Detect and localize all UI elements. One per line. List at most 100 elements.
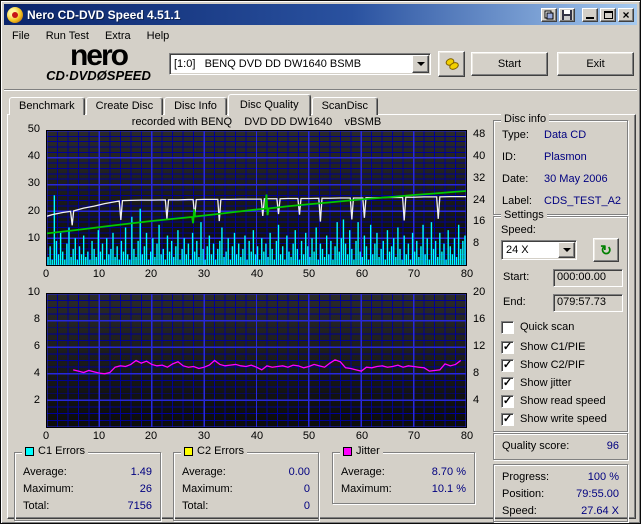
axis-tick-label: 24 bbox=[473, 194, 486, 206]
tab-disc-quality[interactable]: Disc Quality bbox=[227, 94, 311, 116]
checkbox-show-write-speed[interactable]: ✓ Show write speed bbox=[501, 412, 607, 426]
axis-tick-label: 8 bbox=[473, 237, 480, 249]
app-icon bbox=[7, 6, 23, 23]
refresh-button[interactable]: ↻ bbox=[593, 238, 619, 262]
drive-select-value: [1:0] BENQ DVD DD DW1640 BSMB bbox=[174, 58, 362, 70]
minimize-button[interactable] bbox=[582, 7, 598, 22]
speed-result-value: 27.64 X bbox=[581, 505, 619, 517]
copy-icon bbox=[544, 10, 554, 19]
maximize-button[interactable] bbox=[600, 7, 616, 22]
c2-total-label: Total: bbox=[182, 500, 209, 512]
c1-errors-box: C1 Errors Average: 1.49 Maximum: 26 Total:… bbox=[14, 445, 161, 521]
checkbox-show-jitter[interactable]: ✓ Show jitter bbox=[501, 376, 571, 390]
axis-tick-label: 60 bbox=[355, 430, 369, 442]
c1-chart-x-axis: 0 10 20 30 40 50 60 70 80 bbox=[43, 268, 473, 282]
disc-info-legend: Disc info bbox=[501, 113, 550, 125]
exit-button-label: Exit bbox=[586, 58, 605, 70]
axis-tick-label: 40 bbox=[27, 150, 40, 162]
close-button[interactable]: × bbox=[618, 7, 634, 22]
nero-logo: nero CD·DVDØSPEED bbox=[31, 41, 166, 84]
c2-maximum-value: 0 bbox=[303, 483, 310, 495]
c2-average-value: 0.00 bbox=[288, 466, 310, 478]
axis-tick-label: 30 bbox=[27, 177, 40, 189]
axis-tick-label: 16 bbox=[473, 313, 486, 325]
menu-run-test[interactable]: Run Test bbox=[45, 29, 89, 42]
speed-result-label: Speed: bbox=[502, 505, 537, 517]
axis-tick-label: 6 bbox=[33, 340, 40, 352]
quality-score-label: Quality score: bbox=[502, 440, 570, 452]
copy-to-clipboard-button[interactable] bbox=[541, 7, 557, 22]
tab-benchmark[interactable]: Benchmark bbox=[9, 97, 85, 115]
scan-end-label: End: bbox=[503, 296, 526, 308]
axis-tick-label: 20 bbox=[27, 205, 40, 217]
minimize-icon bbox=[586, 17, 594, 19]
jitter-legend: Jitter bbox=[340, 445, 383, 457]
disc-type-value: Data CD bbox=[544, 129, 587, 141]
show-read-speed-checkbox[interactable]: ✓ bbox=[501, 394, 514, 408]
recorded-with-label: recorded with BENQ DVD DD DW1640 vBSMB bbox=[131, 116, 382, 128]
c1-average-label: Average: bbox=[23, 466, 67, 478]
axis-tick-label: 80 bbox=[460, 430, 474, 442]
show-c2-checkbox[interactable]: ✓ bbox=[501, 358, 514, 372]
menu-file[interactable]: File bbox=[12, 29, 30, 42]
scan-start-field[interactable]: 000:00.00 bbox=[553, 269, 623, 287]
scan-end-field[interactable]: 079:57.73 bbox=[553, 294, 623, 312]
speed-label: Speed: bbox=[501, 224, 536, 236]
checkbox-show-c2[interactable]: ✓ Show C2/PIF bbox=[501, 358, 585, 372]
progress-box: Progress: 100 % Position: 79:55.00 Speed: 2… bbox=[493, 464, 628, 522]
show-c2-label: Show C2/PIF bbox=[520, 359, 585, 371]
window-title: Nero CD-DVD Speed 4.51.1 bbox=[27, 7, 181, 22]
checkbox-show-c1[interactable]: ✓ Show C1/PIE bbox=[501, 340, 585, 354]
axis-tick-label: 20 bbox=[144, 268, 158, 280]
menu-extra[interactable]: Extra bbox=[104, 29, 131, 42]
speed-select[interactable]: 24 X bbox=[501, 240, 577, 260]
speed-select-value: 24 X bbox=[506, 244, 529, 256]
show-jitter-checkbox[interactable]: ✓ bbox=[501, 376, 514, 390]
axis-tick-label: 12 bbox=[473, 340, 486, 352]
tab-disc-info[interactable]: Disc Info bbox=[164, 97, 227, 115]
axis-tick-label: 40 bbox=[250, 430, 264, 442]
menu-help[interactable]: Help bbox=[146, 29, 170, 42]
axis-tick-label: 0 bbox=[42, 430, 50, 442]
speed-select-dropdown-button[interactable] bbox=[558, 242, 575, 258]
axis-tick-label: 70 bbox=[407, 268, 421, 280]
title-bar[interactable]: Nero CD-DVD Speed 4.51.1 × bbox=[4, 4, 637, 25]
quick-scan-checkbox[interactable] bbox=[501, 320, 514, 334]
show-write-speed-checkbox[interactable]: ✓ bbox=[501, 412, 514, 426]
checkbox-quick-scan[interactable]: Quick scan bbox=[501, 320, 574, 334]
jitter-chart bbox=[46, 293, 467, 428]
tab-create-disc[interactable]: Create Disc bbox=[85, 97, 164, 115]
tab-strip: Benchmark Create Disc Disc Info Disc Qua… bbox=[9, 94, 379, 116]
start-button[interactable]: Start bbox=[471, 52, 548, 76]
tab-scandisc[interactable]: ScanDisc bbox=[311, 97, 379, 115]
jitter-average-value: 8.70 % bbox=[431, 466, 466, 478]
show-write-speed-label: Show write speed bbox=[520, 413, 607, 425]
hand-icon bbox=[445, 58, 459, 70]
jitter-box: Jitter Average: 8.70 % Maximum: 10.1 % bbox=[332, 445, 475, 504]
drive-select[interactable]: [1:0] BENQ DVD DD DW1640 BSMB bbox=[169, 53, 431, 75]
axis-tick-label: 20 bbox=[473, 286, 486, 298]
jitter-color-swatch bbox=[343, 446, 352, 456]
show-c1-checkbox[interactable]: ✓ bbox=[501, 340, 514, 354]
scan-start-label: Start: bbox=[503, 271, 530, 283]
c1-maximum-value: 26 bbox=[139, 483, 152, 495]
exit-button[interactable]: Exit bbox=[557, 52, 634, 76]
chevron-down-icon bbox=[562, 248, 571, 252]
drive-extra-button[interactable] bbox=[438, 51, 465, 77]
axis-tick-label: 16 bbox=[473, 215, 486, 227]
progress-label: Progress: bbox=[502, 471, 550, 483]
quick-scan-label: Quick scan bbox=[520, 321, 575, 333]
show-read-speed-label: Show read speed bbox=[520, 395, 606, 407]
drive-select-dropdown-button[interactable] bbox=[412, 55, 429, 73]
axis-tick-label: 40 bbox=[473, 150, 486, 162]
axis-tick-label: 10 bbox=[92, 430, 106, 442]
axis-tick-label: 50 bbox=[302, 268, 316, 280]
chevron-down-icon bbox=[416, 62, 425, 66]
disc-info-box: Disc info Type: Data CD ID: Plasmon Date: 3… bbox=[493, 113, 628, 215]
save-screenshot-button[interactable] bbox=[559, 7, 575, 22]
jitter-average-label: Average: bbox=[341, 466, 385, 478]
disc-date-value: 30 May 2006 bbox=[544, 173, 608, 185]
axis-tick-label: 10 bbox=[92, 268, 106, 280]
checkbox-show-read-speed[interactable]: ✓ Show read speed bbox=[501, 394, 606, 408]
